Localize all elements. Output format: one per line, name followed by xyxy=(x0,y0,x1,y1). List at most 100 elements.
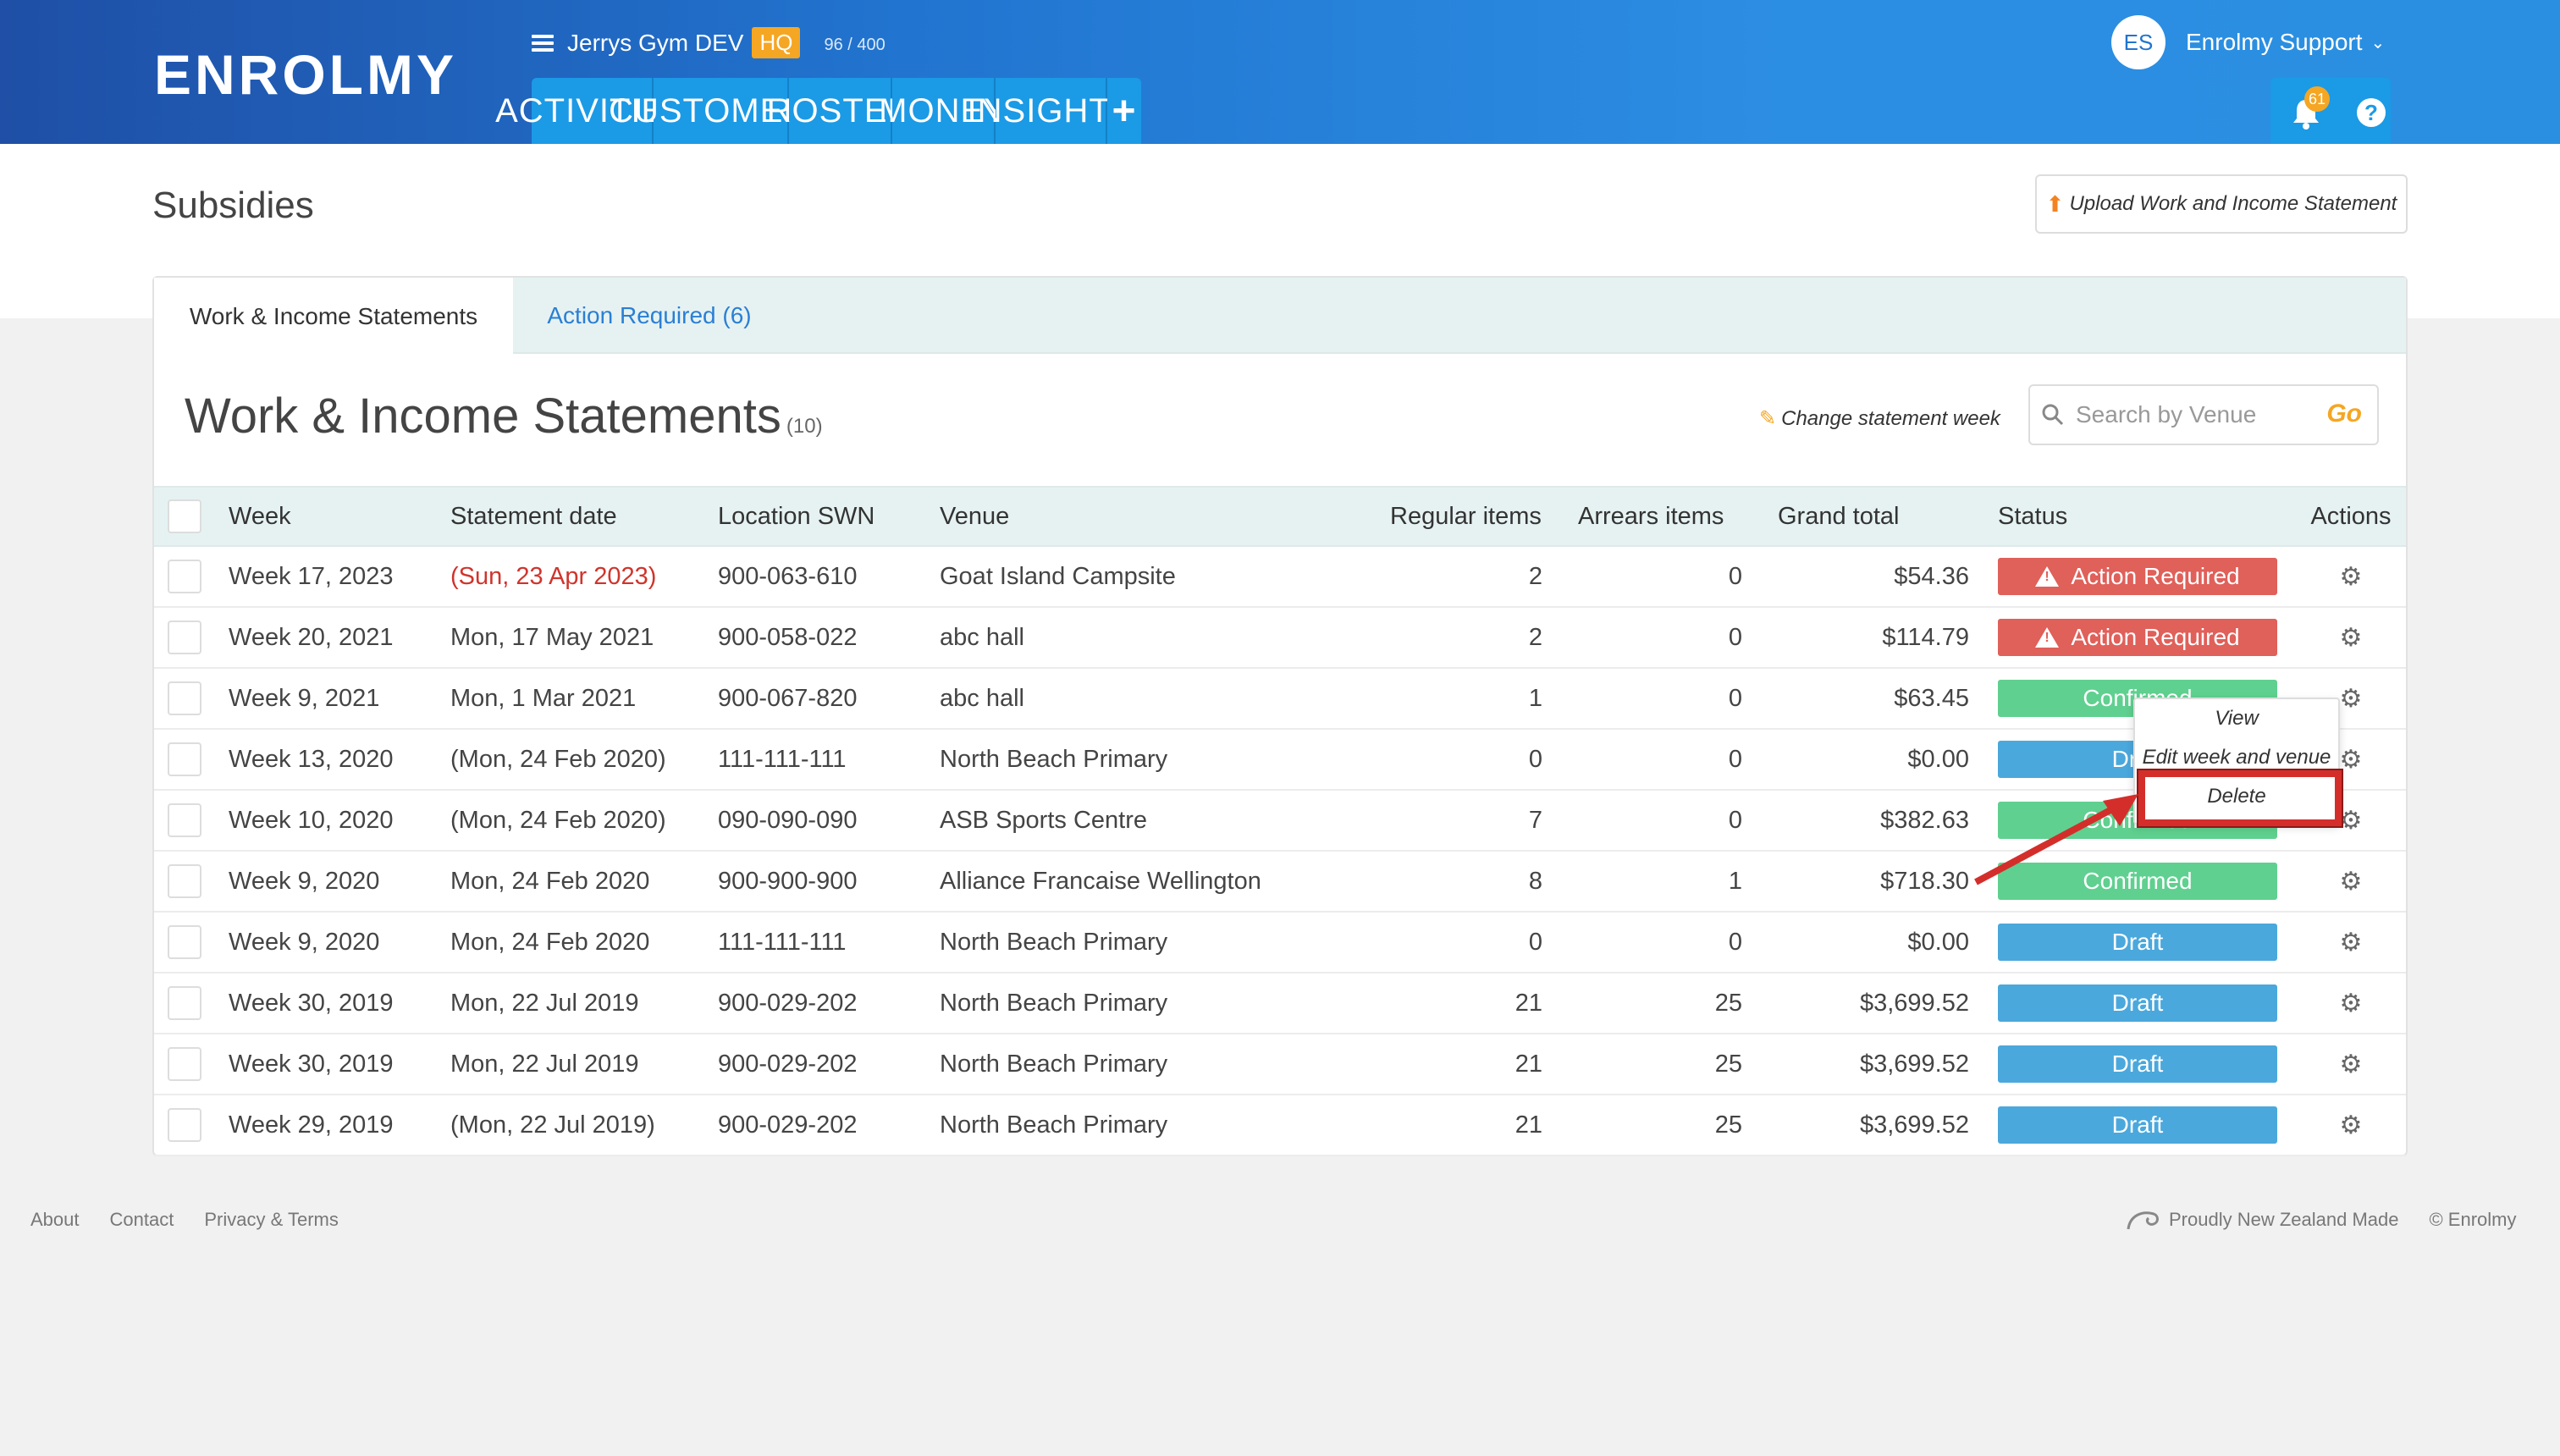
menu-item-edit-week-venue[interactable]: Edit week and venue xyxy=(2142,746,2331,769)
row-checkbox[interactable] xyxy=(168,1047,201,1081)
table-row[interactable]: Week 20, 2021 Mon, 17 May 2021 900-058-022… xyxy=(154,608,2406,669)
status-label: Draft xyxy=(2111,1051,2164,1077)
cell-statement-date: (Mon, 24 Feb 2020) xyxy=(450,806,666,834)
cell-grand-total: $718.30 xyxy=(1880,867,1969,895)
avatar[interactable]: ES xyxy=(2111,15,2166,69)
col-arrears-items[interactable]: Arrears items xyxy=(1578,502,1724,530)
table-row[interactable]: Week 30, 2019 Mon, 22 Jul 2019 900-029-202… xyxy=(154,1034,2406,1095)
select-all-checkbox[interactable] xyxy=(168,499,201,533)
usage-count: 96 / 400 xyxy=(824,36,886,54)
gear-icon[interactable]: ⚙ xyxy=(2339,989,2363,1018)
table-row[interactable]: Week 29, 2019 (Mon, 22 Jul 2019) 900-029-2… xyxy=(154,1095,2406,1156)
row-checkbox[interactable] xyxy=(168,681,201,715)
cell-grand-total: $0.00 xyxy=(1907,745,1969,773)
upload-statement-button[interactable]: ⬆ Upload Work and Income Statement xyxy=(2035,174,2408,234)
chevron-down-icon[interactable]: ⌄ xyxy=(2370,33,2386,52)
status-badge[interactable]: Draft xyxy=(1998,1106,2277,1144)
footer-privacy-link[interactable]: Privacy & Terms xyxy=(204,1209,339,1230)
nav-add-button[interactable]: + xyxy=(1107,78,1141,144)
col-grand-total[interactable]: Grand total xyxy=(1778,502,1900,530)
user-name[interactable]: Enrolmy Support xyxy=(2186,29,2363,55)
row-checkbox[interactable] xyxy=(168,620,201,654)
status-badge[interactable]: Draft xyxy=(1998,984,2277,1022)
gear-icon[interactable]: ⚙ xyxy=(2339,806,2363,835)
row-select-cell xyxy=(154,791,229,850)
cell-arrears-items: 1 xyxy=(1728,867,1742,895)
row-checkbox[interactable] xyxy=(168,864,201,898)
cell-arrears-items: 25 xyxy=(1714,1111,1742,1139)
status-badge[interactable]: Confirmed xyxy=(1998,863,2277,900)
table-row[interactable]: Week 13, 2020 (Mon, 24 Feb 2020) 111-111-1… xyxy=(154,730,2406,791)
cell-week: Week 9, 2021 xyxy=(229,684,380,712)
cell-statement-date: Mon, 1 Mar 2021 xyxy=(450,684,637,712)
gear-icon[interactable]: ⚙ xyxy=(2339,1050,2363,1078)
footer-about-link[interactable]: About xyxy=(30,1209,80,1230)
change-week-label: Change statement week xyxy=(1781,407,2000,430)
section-count: (10) xyxy=(786,415,823,438)
row-checkbox[interactable] xyxy=(168,803,201,837)
search-input[interactable] xyxy=(2076,401,2330,428)
menu-item-view[interactable]: View xyxy=(2215,707,2259,730)
enrolmy-logo[interactable]: ENROLMY xyxy=(154,43,457,106)
row-checkbox[interactable] xyxy=(168,925,201,959)
search-go-button[interactable]: Go xyxy=(2326,400,2362,427)
col-venue[interactable]: Venue xyxy=(940,502,1010,530)
cell-venue: abc hall xyxy=(940,684,1024,712)
status-badge[interactable]: Draft xyxy=(1998,1045,2277,1083)
cell-arrears-items: 0 xyxy=(1728,806,1742,834)
user-menu[interactable]: ES Enrolmy Support ⌄ xyxy=(2111,15,2385,69)
menu-item-delete[interactable]: Delete xyxy=(2207,785,2266,808)
cell-location-swn: 900-063-610 xyxy=(718,562,858,590)
row-checkbox[interactable] xyxy=(168,742,201,776)
col-location-swn[interactable]: Location SWN xyxy=(718,502,875,530)
cell-grand-total: $3,699.52 xyxy=(1859,1050,1969,1078)
nav-money[interactable]: MONEY xyxy=(879,78,1007,144)
col-regular-items[interactable]: Regular items xyxy=(1390,502,1542,530)
cell-venue: North Beach Primary xyxy=(940,928,1168,956)
menu-icon[interactable] xyxy=(532,34,554,52)
table-row[interactable]: Week 9, 2021 Mon, 1 Mar 2021 900-067-820 ab… xyxy=(154,669,2406,730)
cell-week: Week 29, 2019 xyxy=(229,1111,394,1139)
help-icon[interactable]: ? xyxy=(2357,98,2386,127)
col-status[interactable]: Status xyxy=(1998,502,2068,530)
gym-name[interactable]: Jerrys Gym DEV xyxy=(567,29,744,56)
cell-regular-items: 21 xyxy=(1514,1111,1542,1139)
status-label: Draft xyxy=(2111,929,2164,955)
table-row[interactable]: Week 30, 2019 Mon, 22 Jul 2019 900-029-202… xyxy=(154,973,2406,1034)
cell-regular-items: 0 xyxy=(1528,745,1542,773)
cell-statement-date: Mon, 24 Feb 2020 xyxy=(450,867,650,895)
status-badge[interactable]: Action Required xyxy=(1998,619,2277,656)
cell-location-swn: 900-058-022 xyxy=(718,623,858,651)
change-statement-week-link[interactable]: ✎ Change statement week xyxy=(1759,406,2000,431)
nav-insights[interactable]: INSIGHTS xyxy=(968,78,1133,144)
cell-status: Action Required xyxy=(1983,547,2296,606)
cell-actions: ⚙ xyxy=(2296,608,2406,667)
cell-statement-date: Mon, 17 May 2021 xyxy=(450,623,654,651)
tab-action-required[interactable]: Action Required (6) xyxy=(547,302,752,328)
gear-icon[interactable]: ⚙ xyxy=(2339,562,2363,591)
gear-icon[interactable]: ⚙ xyxy=(2339,745,2363,774)
gear-icon[interactable]: ⚙ xyxy=(2339,684,2363,713)
row-checkbox[interactable] xyxy=(168,986,201,1020)
status-badge[interactable]: Action Required xyxy=(1998,558,2277,595)
status-badge[interactable]: Draft xyxy=(1998,924,2277,961)
gear-icon[interactable]: ⚙ xyxy=(2339,623,2363,652)
cell-grand-total: $0.00 xyxy=(1907,928,1969,956)
row-checkbox[interactable] xyxy=(168,1108,201,1142)
table-row[interactable]: Week 9, 2020 Mon, 24 Feb 2020 900-900-900 A… xyxy=(154,852,2406,913)
col-statement-date[interactable]: Statement date xyxy=(450,502,617,530)
row-checkbox[interactable] xyxy=(168,560,201,593)
table-row[interactable]: Week 9, 2020 Mon, 24 Feb 2020 111-111-111 N… xyxy=(154,913,2406,973)
row-select-cell xyxy=(154,730,229,789)
col-week[interactable]: Week xyxy=(229,502,291,530)
header-icon-group: 61 ? xyxy=(2270,78,2391,144)
gear-icon[interactable]: ⚙ xyxy=(2339,867,2363,896)
table-row[interactable]: Week 17, 2023 (Sun, 23 Apr 2023) 900-063-6… xyxy=(154,547,2406,608)
nav-roster[interactable]: ROSTER xyxy=(767,78,912,144)
gear-icon[interactable]: ⚙ xyxy=(2339,1111,2363,1139)
gear-icon[interactable]: ⚙ xyxy=(2339,928,2363,957)
cell-week: Week 9, 2020 xyxy=(229,867,380,895)
footer-contact-link[interactable]: Contact xyxy=(109,1209,174,1230)
gym-switcher[interactable]: Jerrys Gym DEV HQ 96 / 400 xyxy=(532,27,886,58)
tab-work-income-statements[interactable]: Work & Income Statements xyxy=(154,278,513,356)
